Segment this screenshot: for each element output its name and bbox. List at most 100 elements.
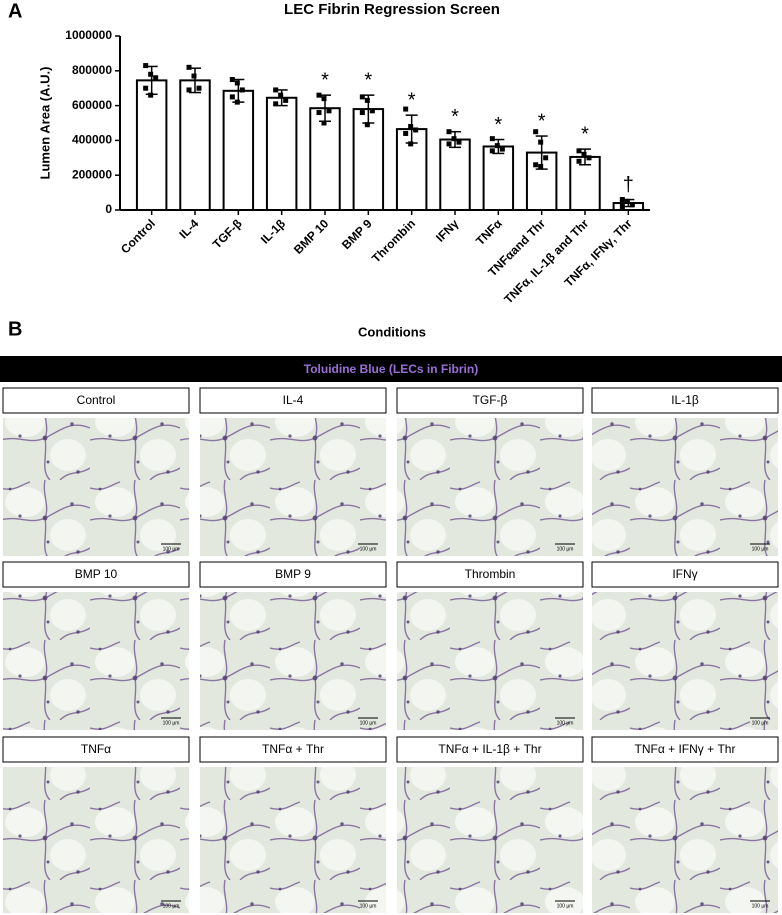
panel-label: B <box>8 318 22 340</box>
data-point <box>619 197 625 203</box>
micrograph <box>397 592 583 730</box>
condition-box <box>199 736 387 763</box>
data-point <box>234 99 240 105</box>
banner <box>0 356 782 382</box>
data-point <box>326 108 332 114</box>
data-point <box>533 162 539 168</box>
significance-marker: * <box>321 69 329 91</box>
data-point <box>408 123 414 129</box>
data-point <box>624 198 630 204</box>
data-point <box>499 146 505 152</box>
y-tick-label: 1000000 <box>65 28 112 42</box>
data-point <box>619 204 625 210</box>
data-point <box>543 155 549 161</box>
condition-label: TNFα + IL-1β + Thr <box>438 742 541 756</box>
data-point <box>489 148 495 154</box>
data-point <box>538 139 544 145</box>
data-point <box>143 63 149 69</box>
chart-title: LEC Fibrin Regression Screen <box>284 1 500 18</box>
data-point <box>283 97 289 103</box>
micrograph <box>397 418 583 556</box>
x-tick-label: BMP 9 <box>339 216 375 252</box>
micrograph <box>3 767 189 913</box>
scale-label: 100 µm <box>557 546 574 552</box>
condition-box <box>199 387 387 414</box>
scale-label: 100 µm <box>360 903 377 909</box>
micrograph <box>397 767 583 913</box>
data-point <box>143 85 149 91</box>
micrograph <box>3 418 189 556</box>
data-point <box>489 136 495 142</box>
condition-label: BMP 9 <box>275 567 311 581</box>
data-point <box>153 75 159 81</box>
data-point <box>273 87 279 93</box>
data-point <box>446 129 452 135</box>
x-tick-label: IFNγ <box>433 216 462 245</box>
data-point <box>359 110 365 116</box>
bar <box>482 145 515 212</box>
y-axis-label: Lumen Area (A.U.) <box>37 67 52 180</box>
data-point <box>586 155 592 161</box>
data-point <box>369 108 375 114</box>
data-point <box>533 129 539 135</box>
condition-label: IFNγ <box>672 567 697 581</box>
data-point <box>148 92 154 98</box>
scale-label: 100 µm <box>163 546 180 552</box>
x-tick-label: IL-4 <box>176 216 201 241</box>
data-point <box>494 143 500 149</box>
bar <box>222 89 255 211</box>
scale-label: 100 µm <box>360 546 377 552</box>
micrograph <box>200 418 386 556</box>
y-tick-label: 400000 <box>72 133 112 147</box>
data-point <box>576 158 582 164</box>
data-point <box>359 94 365 100</box>
significance-marker: * <box>538 110 546 132</box>
data-point <box>239 87 245 93</box>
data-point <box>278 92 284 98</box>
bar <box>265 96 298 211</box>
data-point <box>316 92 322 98</box>
condition-label: IL-1β <box>671 393 699 407</box>
y-tick-label: 200000 <box>72 167 112 181</box>
micrograph <box>3 592 189 730</box>
condition-box <box>2 736 190 763</box>
micrograph <box>592 592 778 730</box>
panel-title: Conditions <box>358 324 426 339</box>
condition-label: TNFα <box>81 742 111 756</box>
data-point <box>229 77 235 82</box>
x-tick-label: IL-1β <box>258 216 288 246</box>
data-point <box>403 106 409 112</box>
bar <box>179 79 211 212</box>
y-tick-label: 0 <box>105 202 112 216</box>
data-point <box>364 97 370 103</box>
micrograph <box>592 418 778 556</box>
condition-label: BMP 10 <box>75 567 118 581</box>
condition-label: TNFα + Thr <box>262 742 324 756</box>
condition-box <box>591 561 779 588</box>
data-point <box>446 141 452 147</box>
significance-marker: * <box>408 89 416 111</box>
data-point <box>408 141 414 147</box>
significance-marker: * <box>581 123 589 145</box>
scale-label: 100 µm <box>752 720 769 726</box>
bar <box>135 79 168 212</box>
condition-box <box>2 561 190 588</box>
significance-marker: † <box>623 174 634 196</box>
data-point <box>456 139 462 145</box>
scale-label: 100 µm <box>163 903 180 909</box>
data-point <box>186 64 192 70</box>
micrograph <box>592 767 778 913</box>
x-tick-label: BMP 10 <box>291 216 332 257</box>
condition-box <box>2 387 190 414</box>
banner-text: Toluidine Blue (LECs in Fibrin) <box>304 362 478 376</box>
data-point <box>576 148 582 154</box>
significance-marker: * <box>364 69 372 91</box>
bar <box>439 138 471 211</box>
data-point <box>538 164 544 169</box>
data-point <box>413 127 419 133</box>
condition-label: TGF-β <box>473 393 508 407</box>
data-point <box>273 101 279 107</box>
condition-box <box>396 736 584 763</box>
data-point <box>191 73 197 79</box>
